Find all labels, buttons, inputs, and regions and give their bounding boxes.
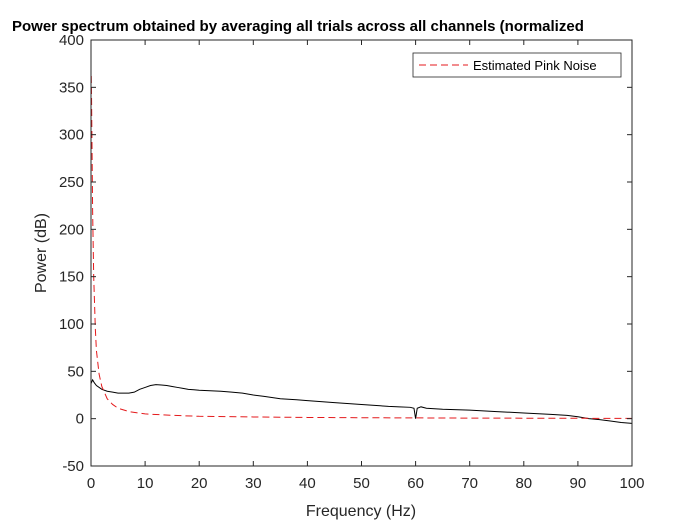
- x-axis-label: Frequency (Hz): [306, 503, 416, 520]
- x-tick-label: 60: [407, 475, 424, 492]
- x-tick-label: 70: [461, 475, 478, 492]
- x-tick-label: 20: [191, 475, 208, 492]
- x-tick-label: 90: [570, 475, 587, 492]
- chart-title: Power spectrum obtained by averaging all…: [12, 18, 584, 35]
- x-tick-label: 100: [619, 475, 644, 492]
- series-line-pink-noise: [90, 75, 633, 419]
- y-axis-label: Power (dB): [33, 213, 50, 293]
- plot-area: [91, 40, 632, 466]
- y-tick-label: 350: [59, 79, 84, 96]
- x-tick-label: 50: [353, 475, 370, 492]
- x-tick-label: 80: [515, 475, 532, 492]
- x-tick-label: 10: [137, 475, 154, 492]
- y-tick-label: 100: [59, 316, 84, 333]
- x-tick-label: 40: [299, 475, 316, 492]
- y-tick-label: 400: [59, 32, 84, 49]
- x-tick-label: 0: [87, 475, 95, 492]
- y-tick-label: -50: [62, 458, 84, 475]
- series-line-power-spectrum: [90, 378, 633, 424]
- y-tick-label: 150: [59, 269, 84, 286]
- x-tick-label: 30: [245, 475, 262, 492]
- y-tick-label: 250: [59, 174, 84, 191]
- y-axis-ticks: -50 0 50 100 150 200 250 300 350 400: [59, 32, 632, 475]
- series-layer: [90, 75, 633, 424]
- y-tick-label: 50: [67, 363, 84, 380]
- x-axis-ticks: 0 10 20 30 40 50 60 70 80 90 100: [87, 40, 645, 492]
- legend-label-pink-noise: Estimated Pink Noise: [473, 58, 597, 73]
- y-tick-label: 200: [59, 221, 84, 238]
- y-tick-label: 0: [76, 411, 84, 428]
- legend: Estimated Pink Noise: [412, 52, 622, 78]
- y-tick-label: 300: [59, 127, 84, 144]
